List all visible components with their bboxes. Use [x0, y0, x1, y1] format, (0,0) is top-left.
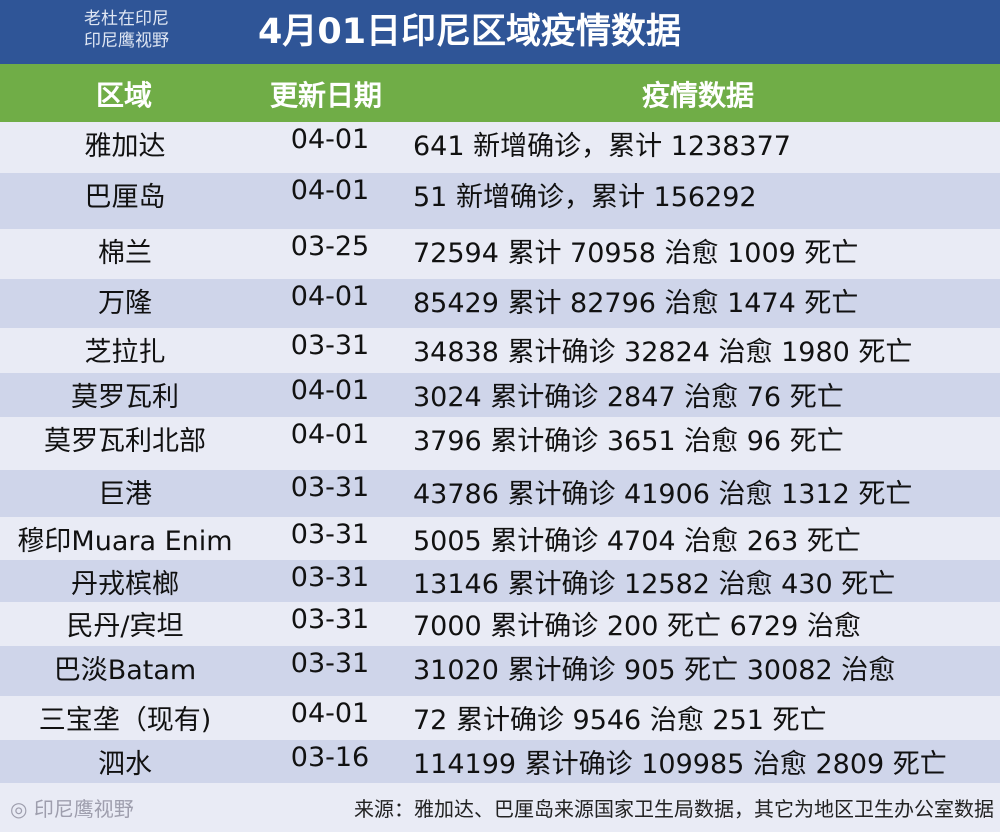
cell-data: 641 新增确诊，累计 1238377	[413, 131, 791, 162]
watermark-text: 印尼鹰视野	[33, 797, 134, 821]
table-row: 巴淡Batam 03-31 31020 累计确诊 905 死亡 30082 治愈	[0, 646, 1000, 696]
cell-region: 三宝垄（现有)	[38, 705, 212, 736]
cell-data: 51 新增确诊，累计 156292	[413, 182, 757, 213]
cell-date: 03-31	[290, 604, 370, 635]
cell-data: 43786 累计确诊 41906 治愈 1312 死亡	[413, 479, 913, 510]
cell-date: 03-31	[290, 519, 370, 550]
table-row: 棉兰 03-25 72594 累计 70958 治愈 1009 死亡	[0, 229, 1000, 279]
brand: 老杜在印尼 印尼鹰视野	[84, 8, 169, 52]
cell-date: 03-31	[290, 562, 370, 593]
cell-data: 114199 累计确诊 109985 治愈 2809 死亡	[413, 749, 947, 780]
table-row: 万隆 04-01 85429 累计 82796 治愈 1474 死亡	[0, 279, 1000, 328]
wechat-icon: ◎	[10, 797, 28, 821]
page-title: 4月01日印尼区域疫情数据	[258, 12, 682, 52]
cell-data: 72 累计确诊 9546 治愈 251 死亡	[413, 705, 827, 736]
cell-date: 04-01	[290, 281, 370, 312]
table-row: 巨港 03-31 43786 累计确诊 41906 治愈 1312 死亡	[0, 470, 1000, 517]
cell-region: 穆印Muara Enim	[17, 526, 233, 557]
title-bar: 老杜在印尼 印尼鹰视野 4月01日印尼区域疫情数据	[0, 0, 1000, 64]
table-row: 雅加达 04-01 641 新增确诊，累计 1238377	[0, 122, 1000, 173]
table-row: 莫罗瓦利北部 04-01 3796 累计确诊 3651 治愈 96 死亡	[0, 417, 1000, 470]
brand-line-1: 老杜在印尼	[84, 9, 169, 29]
column-header-region: 区域	[96, 79, 153, 112]
cell-date: 04-01	[290, 124, 370, 155]
cell-data: 3796 累计确诊 3651 治愈 96 死亡	[413, 426, 844, 457]
cell-date: 04-01	[290, 419, 370, 450]
cell-data: 5005 累计确诊 4704 治愈 263 死亡	[413, 526, 861, 557]
cell-region: 棉兰	[98, 238, 152, 269]
table-row: 丹戎槟榔 03-31 13146 累计确诊 12582 治愈 430 死亡	[0, 560, 1000, 602]
cell-region: 莫罗瓦利北部	[44, 426, 206, 457]
cell-region: 巴淡Batam	[53, 655, 197, 686]
cell-date: 04-01	[290, 375, 370, 406]
cell-data: 13146 累计确诊 12582 治愈 430 死亡	[413, 569, 896, 600]
cell-data: 3024 累计确诊 2847 治愈 76 死亡	[413, 382, 844, 413]
cell-data: 7000 累计确诊 200 死亡 6729 治愈	[413, 611, 861, 642]
cell-date: 03-16	[290, 742, 370, 773]
table-header: 区域 更新日期 疫情数据	[0, 64, 1000, 122]
cell-region: 民丹/宾坦	[66, 611, 184, 642]
cell-date: 03-25	[290, 231, 370, 262]
table-row: 民丹/宾坦 03-31 7000 累计确诊 200 死亡 6729 治愈	[0, 602, 1000, 646]
cell-date: 04-01	[290, 175, 370, 206]
cell-data: 72594 累计 70958 治愈 1009 死亡	[413, 238, 859, 269]
cell-data: 34838 累计确诊 32824 治愈 1980 死亡	[413, 337, 913, 368]
cell-data: 85429 累计 82796 治愈 1474 死亡	[413, 288, 859, 319]
cell-region: 雅加达	[84, 131, 166, 162]
footer: ◎ 印尼鹰视野 来源：雅加达、巴厘岛来源国家卫生局数据，其它为地区卫生办公室数据	[0, 783, 1000, 832]
cell-region: 丹戎槟榔	[71, 569, 179, 600]
cell-data: 31020 累计确诊 905 死亡 30082 治愈	[413, 655, 896, 686]
cell-date: 03-31	[290, 330, 370, 361]
table-row: 莫罗瓦利 04-01 3024 累计确诊 2847 治愈 76 死亡	[0, 373, 1000, 417]
table-row: 芝拉扎 03-31 34838 累计确诊 32824 治愈 1980 死亡	[0, 328, 1000, 373]
cell-date: 03-31	[290, 472, 370, 503]
cell-region: 巴厘岛	[84, 182, 166, 213]
cell-date: 03-31	[290, 648, 370, 679]
cell-region: 巨港	[98, 479, 152, 510]
table-row: 三宝垄（现有) 04-01 72 累计确诊 9546 治愈 251 死亡	[0, 696, 1000, 740]
watermark: ◎ 印尼鹰视野	[10, 793, 134, 822]
source-note: 来源：雅加达、巴厘岛来源国家卫生局数据，其它为地区卫生办公室数据	[354, 797, 994, 821]
cell-region: 芝拉扎	[84, 337, 166, 368]
brand-line-2: 印尼鹰视野	[84, 31, 169, 51]
table-row: 穆印Muara Enim 03-31 5005 累计确诊 4704 治愈 263 死…	[0, 517, 1000, 560]
table-row: 巴厘岛 04-01 51 新增确诊，累计 156292	[0, 173, 1000, 229]
column-header-data: 疫情数据	[642, 79, 755, 112]
table-row: 泗水 03-16 114199 累计确诊 109985 治愈 2809 死亡	[0, 740, 1000, 783]
cell-region: 泗水	[98, 749, 152, 780]
column-header-date: 更新日期	[270, 79, 383, 112]
cell-date: 04-01	[290, 698, 370, 729]
cell-region: 莫罗瓦利	[71, 382, 179, 413]
cell-region: 万隆	[98, 288, 152, 319]
